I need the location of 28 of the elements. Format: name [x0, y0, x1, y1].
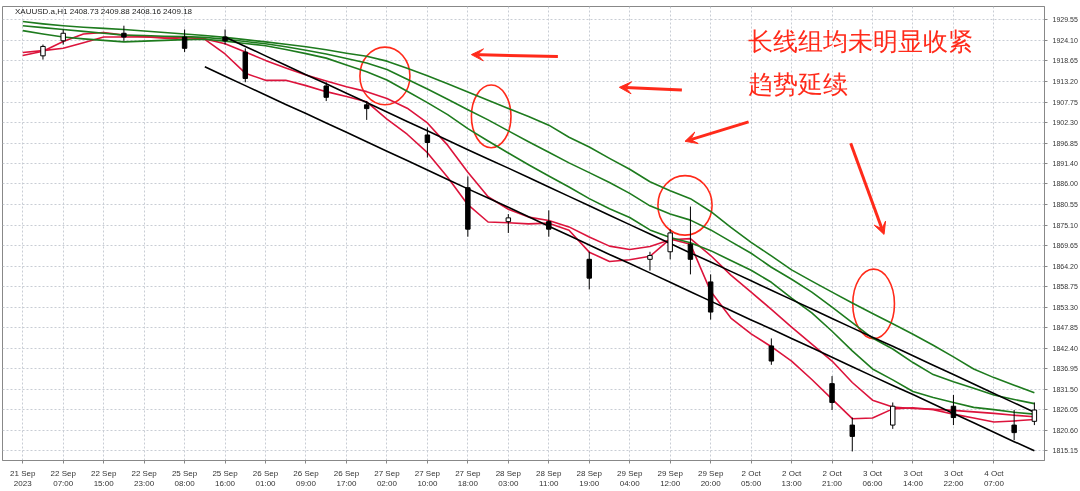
x-tick-label: 2 Oct 13:00	[781, 468, 803, 489]
x-tick-label: 2 Oct 05:00	[741, 468, 762, 489]
x-tick-label: 21 Sep 2023	[10, 468, 36, 489]
x-tick-label: 22 Sep 23:00	[131, 468, 158, 489]
x-tick-label: 25 Sep 16:00	[212, 468, 239, 489]
x-tick-label: 3 Oct 22:00	[943, 468, 965, 489]
x-tick-label: 29 Sep 12:00	[657, 468, 684, 489]
x-tick-label: 27 Sep 02:00	[374, 468, 401, 489]
x-tick-label: 29 Sep 20:00	[697, 468, 724, 489]
x-tick-label: 2 Oct 21:00	[822, 468, 843, 489]
x-tick-label: 25 Sep 08:00	[171, 468, 198, 489]
x-tick-label: 28 Sep 19:00	[576, 468, 603, 489]
x-tick-label: 26 Sep 01:00	[252, 468, 279, 489]
x-tick-label: 27 Sep 10:00	[414, 468, 441, 489]
x-tick-label: 29 Sep 04:00	[617, 468, 643, 489]
x-tick-label: 4 Oct 07:00	[983, 468, 1005, 489]
x-tick-label: 26 Sep 09:00	[293, 468, 320, 489]
x-tick-label: 26 Sep 17:00	[333, 468, 360, 489]
x-tick-label: 27 Sep 18:00	[455, 468, 482, 489]
x-tick-label: 3 Oct 06:00	[862, 468, 884, 489]
annotation: 长线组均未明显收紧	[747, 26, 973, 56]
annotation: XAUUSD.a,H1 2408.73 2409.88 2408.16 2409.18	[15, 6, 193, 16]
x-tick-label: 28 Sep 11:00	[536, 468, 563, 489]
x-tick-label: 22 Sep 15:00	[90, 468, 117, 489]
annotation: 趋势延续	[747, 70, 848, 100]
x-tick-label: 3 Oct 14:00	[902, 468, 924, 489]
x-tick-label: 28 Sep 03:00	[495, 468, 522, 489]
x-tick-label: 22 Sep 07:00	[50, 468, 77, 489]
